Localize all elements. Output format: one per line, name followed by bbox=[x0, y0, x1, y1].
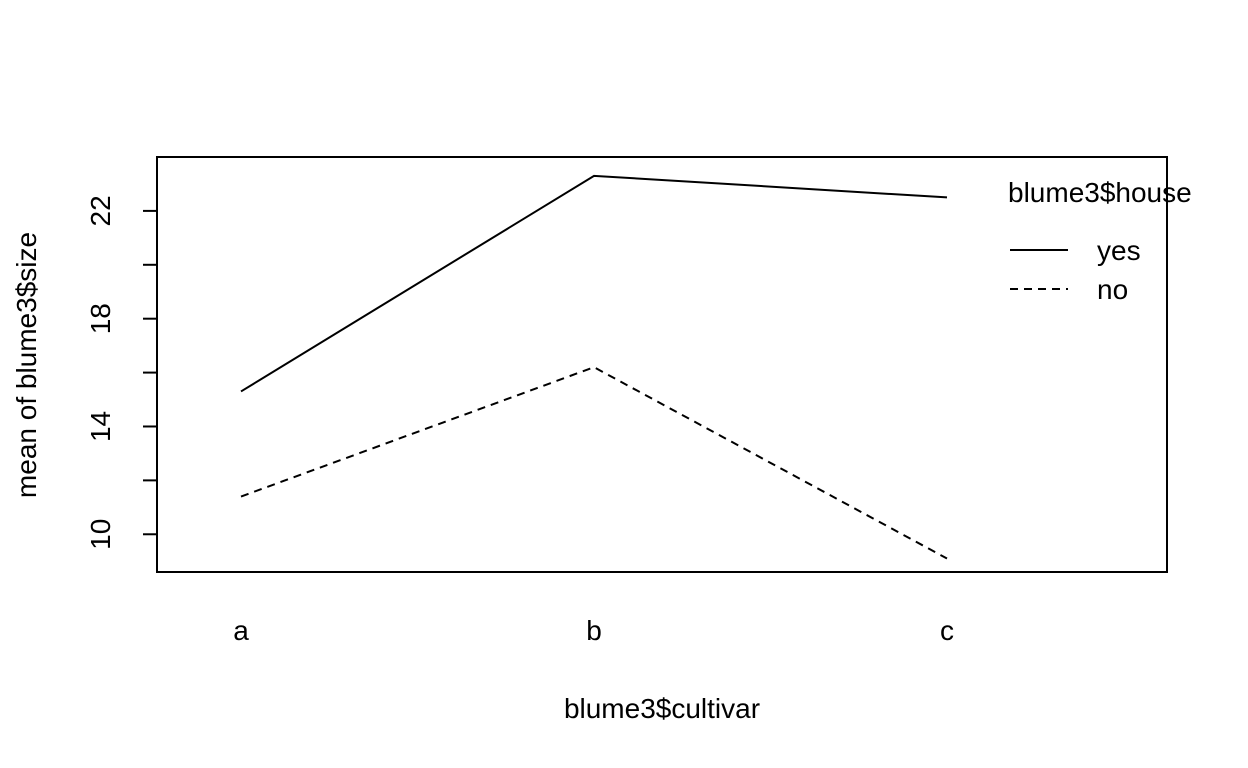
x-tick-label: c bbox=[940, 615, 954, 646]
x-tick-label: b bbox=[586, 615, 602, 646]
y-axis: 10 14 18 22 bbox=[85, 195, 158, 550]
y-axis-label: mean of blume3$size bbox=[11, 232, 42, 498]
legend: blume3$house yes no bbox=[1008, 177, 1192, 305]
series-lines bbox=[240, 174, 948, 560]
legend-label-no: no bbox=[1097, 274, 1128, 305]
y-tick-label: 10 bbox=[85, 519, 116, 550]
y-tick-label: 22 bbox=[85, 195, 116, 226]
y-tick-label: 18 bbox=[85, 303, 116, 334]
legend-title: blume3$house bbox=[1008, 177, 1192, 208]
legend-label-yes: yes bbox=[1097, 235, 1141, 266]
x-tick-label: a bbox=[233, 615, 249, 646]
y-tick-label: 14 bbox=[85, 411, 116, 442]
x-axis-tick-labels: a b c bbox=[233, 615, 954, 646]
legend-entries: yes no bbox=[1010, 235, 1141, 305]
series-line-yes bbox=[240, 174, 948, 393]
plot-frame bbox=[156, 156, 1168, 573]
series-line-no bbox=[240, 366, 948, 560]
x-axis-label: blume3$cultivar bbox=[564, 693, 760, 724]
